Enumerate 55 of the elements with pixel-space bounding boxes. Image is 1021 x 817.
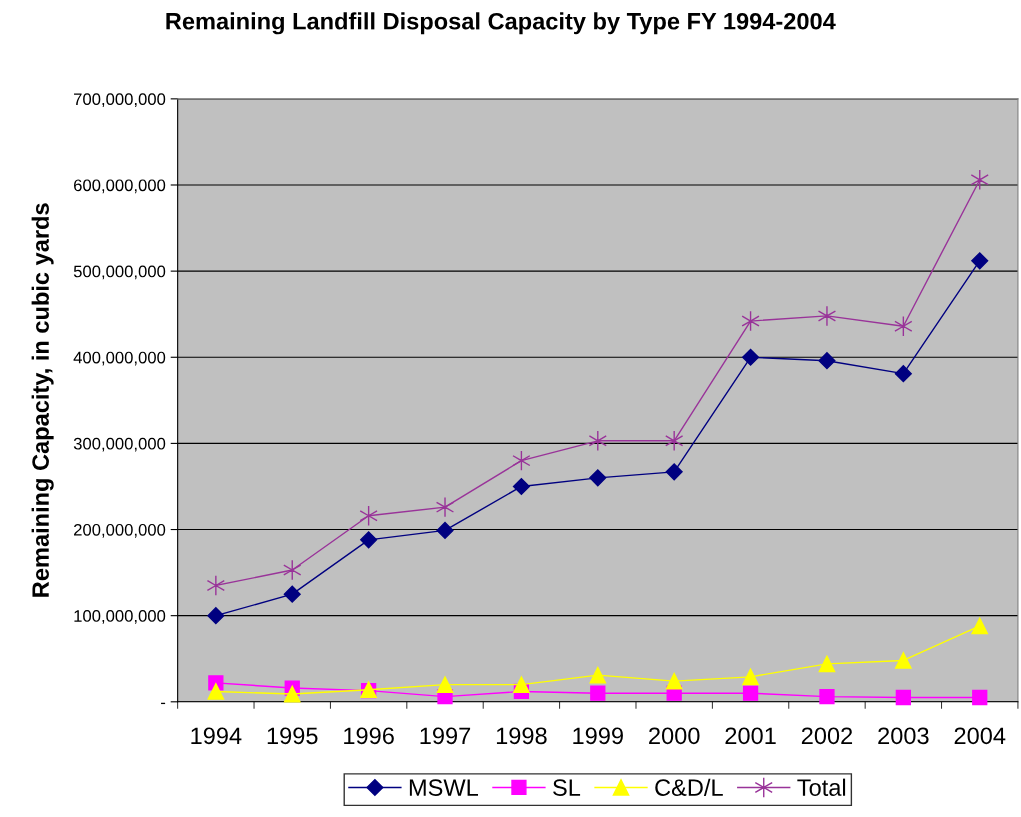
point [971,617,989,635]
point [436,676,454,693]
point [742,685,759,701]
y-tick-label: 200,000,000 [74,523,166,538]
y-tick-label: 600,000,000 [74,179,166,194]
point [818,655,836,673]
point [818,352,836,370]
y-tick-label: 300,000,000 [73,437,166,452]
legend-label: MSWL [409,779,479,796]
point [895,689,911,706]
point [894,365,912,383]
point [742,348,760,366]
point [972,689,988,706]
x-tick-label: 1997 [420,727,471,745]
legend-label: C&D/L [655,778,723,796]
y-tick-label: 700,000,000 [74,93,166,108]
y-tick-label: - [161,702,166,705]
x-tick-label: 1998 [496,727,547,745]
y-axis-title: Remaining Capacity, in cubic yards [31,203,54,597]
point [819,688,835,705]
point [360,531,378,549]
x-tick-label: 2001 [725,727,776,745]
x-tick-label: 1999 [573,727,623,745]
x-tick-label: 2003 [878,727,929,745]
point [283,585,301,603]
y-tick-label: 100,000,000 [74,610,166,624]
point [895,652,912,669]
legend-label: Total [797,778,846,796]
point [283,685,301,703]
y-tick-label: 500,000,000 [73,265,166,280]
x-tick-label: 1996 [344,727,394,745]
point [665,672,683,690]
point [513,676,530,693]
point [589,666,607,684]
point [742,668,759,686]
point [590,685,606,701]
point [589,469,607,487]
chart-title: Remaining Landfill Disposal Capacity by Type FY 1994-2004 [166,12,836,35]
point [665,463,683,481]
y-tick-label: 400,000,000 [73,351,166,366]
point [817,305,837,327]
point [207,607,225,625]
point [665,430,684,452]
x-tick-label: 2004 [954,727,1006,745]
x-tick-label: 1995 [267,727,318,745]
point [512,477,530,496]
x-tick-label: 2000 [649,727,700,745]
x-tick-label: 1994 [191,727,242,745]
point [971,252,989,270]
x-tick-label: 2002 [801,727,853,745]
point [206,575,225,596]
legend-label: SL [553,779,581,796]
point [435,496,455,518]
point [436,521,454,539]
point [207,683,225,700]
